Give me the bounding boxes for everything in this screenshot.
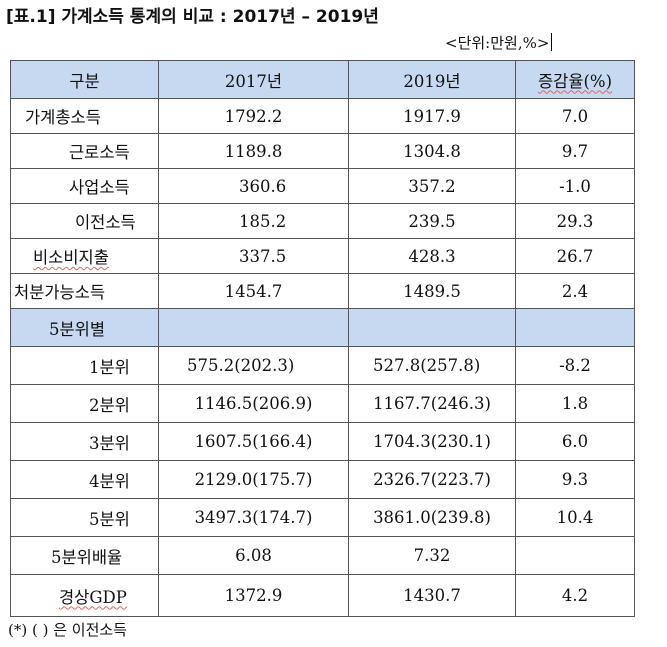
table-row: 경상GDP 1372.9 1430.7 4.2 <box>10 574 635 617</box>
cell-2017: 360.6 <box>158 168 349 204</box>
cell-2019: 239.5 <box>348 203 516 239</box>
cell-2019: 2326.7(223.7) <box>348 460 516 499</box>
table-row: 사업소득 360.6 357.2 -1.0 <box>10 168 635 204</box>
row-label: 3분위 <box>10 422 159 461</box>
table-row: 비소비지출 337.5 428.3 26.7 <box>10 238 635 274</box>
unit-text: <단위:만원,%> <box>445 34 550 52</box>
table-row: 처분가능소득 1454.7 1489.5 2.4 <box>10 273 635 309</box>
row-label: 4분위 <box>10 460 159 499</box>
cell-change: 4.2 <box>515 574 635 617</box>
table-title: [표.1] 가계소득 통계의 비교 : 2017년 – 2019년 <box>6 7 379 27</box>
header-change: 증감율(%) <box>515 60 635 99</box>
row-label: 처분가능소득 <box>10 273 159 309</box>
cell-2017: 1372.9 <box>158 574 349 617</box>
cell-change: 7.0 <box>515 98 635 134</box>
cell-change: -8.2 <box>515 346 635 385</box>
table-row: 3분위 1607.5(166.4) 1704.3(230.1) 6.0 <box>10 422 635 461</box>
cell-2017: 2129.0(175.7) <box>158 460 349 499</box>
row-label: 5분위배율 <box>10 536 159 575</box>
cell-2019: 1430.7 <box>348 574 516 617</box>
table-row: 가계총소득 1792.2 1917.9 7.0 <box>10 98 635 134</box>
header-change-text: 증감율(%) <box>537 71 613 91</box>
empty-cell <box>348 308 516 347</box>
header-2017: 2017년 <box>158 60 349 99</box>
unit-label: <단위:만원,%> <box>445 32 553 53</box>
cell-2019: 7.32 <box>348 536 516 575</box>
cell-2017: 1607.5(166.4) <box>158 422 349 461</box>
text-cursor <box>551 33 553 51</box>
row-label: 1분위 <box>10 346 159 385</box>
cell-2019: 1704.3(230.1) <box>348 422 516 461</box>
cell-2017: 575.2(202.3) <box>158 346 349 385</box>
cell-2017: 1146.5(206.9) <box>158 384 349 423</box>
row-label: 경상GDP <box>10 574 159 617</box>
quintile-header-row: 5분위별 <box>10 308 635 347</box>
row-label: 5분위 <box>10 498 159 537</box>
row-label-text: 경상GDP <box>59 587 127 607</box>
header-row: 구분 2017년 2019년 증감율(%) <box>10 60 635 99</box>
table-row: 5분위배율 6.08 7.32 <box>10 536 635 575</box>
cell-change: 10.4 <box>515 498 635 537</box>
cell-2019: 1304.8 <box>348 133 516 169</box>
income-statistics-table: 구분 2017년 2019년 증감율(%) 가계총소득 1792.2 1917.… <box>10 60 635 617</box>
cell-change: 29.3 <box>515 203 635 239</box>
cell-change: 9.3 <box>515 460 635 499</box>
cell-2017: 1792.2 <box>158 98 349 134</box>
quintile-header: 5분위별 <box>10 308 159 347</box>
cell-2017: 337.5 <box>158 238 349 274</box>
footnote: (*) ( ) 은 이전소득 <box>8 621 127 639</box>
cell-change: -1.0 <box>515 168 635 204</box>
cell-2019: 527.8(257.8) <box>348 346 516 385</box>
table-row: 2분위 1146.5(206.9) 1167.7(246.3) 1.8 <box>10 384 635 423</box>
table-row: 4분위 2129.0(175.7) 2326.7(223.7) 9.3 <box>10 460 635 499</box>
row-label: 근로소득 <box>10 133 159 169</box>
cell-change: 9.7 <box>515 133 635 169</box>
cell-2019: 1917.9 <box>348 98 516 134</box>
row-label: 이전소득 <box>10 203 159 239</box>
cell-2017: 3497.3(174.7) <box>158 498 349 537</box>
table-row: 1분위 575.2(202.3) 527.8(257.8) -8.2 <box>10 346 635 385</box>
empty-cell <box>515 308 635 347</box>
cell-2017: 185.2 <box>158 203 349 239</box>
cell-change: 2.4 <box>515 273 635 309</box>
cell-change: 6.0 <box>515 422 635 461</box>
cell-change <box>515 536 635 575</box>
cell-2017: 1454.7 <box>158 273 349 309</box>
header-category: 구분 <box>10 60 159 99</box>
table-row: 근로소득 1189.8 1304.8 9.7 <box>10 133 635 169</box>
cell-2017: 6.08 <box>158 536 349 575</box>
row-label-text: 비소비지출 <box>33 248 109 267</box>
row-label: 가계총소득 <box>10 98 159 134</box>
cell-2019: 3861.0(239.8) <box>348 498 516 537</box>
table-row: 5분위 3497.3(174.7) 3861.0(239.8) 10.4 <box>10 498 635 537</box>
row-label: 비소비지출 <box>10 238 159 274</box>
row-label: 2분위 <box>10 384 159 423</box>
header-2019: 2019년 <box>348 60 516 99</box>
cell-2019: 428.3 <box>348 238 516 274</box>
cell-2019: 1489.5 <box>348 273 516 309</box>
cell-2019: 357.2 <box>348 168 516 204</box>
cell-2019: 1167.7(246.3) <box>348 384 516 423</box>
empty-cell <box>158 308 349 347</box>
cell-change: 26.7 <box>515 238 635 274</box>
cell-2017: 1189.8 <box>158 133 349 169</box>
row-label: 사업소득 <box>10 168 159 204</box>
cell-change: 1.8 <box>515 384 635 423</box>
table-row: 이전소득 185.2 239.5 29.3 <box>10 203 635 239</box>
